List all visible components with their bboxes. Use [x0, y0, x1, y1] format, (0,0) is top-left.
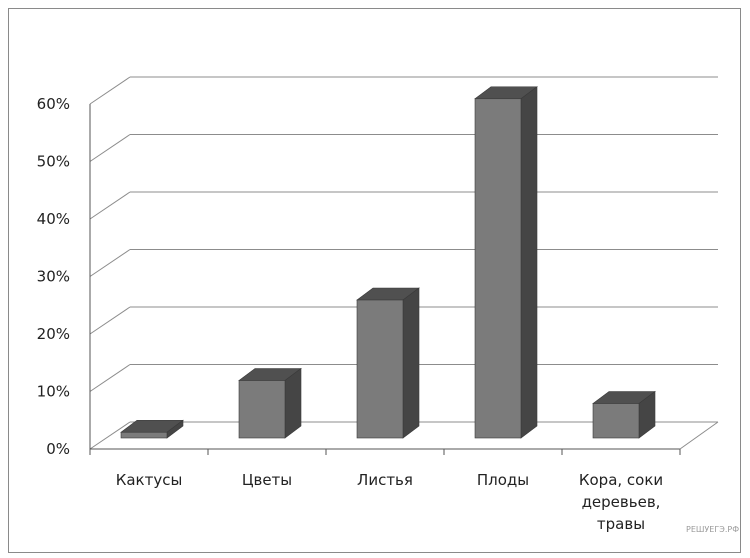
- bar-front-face: [238, 380, 286, 439]
- bar: [238, 367, 302, 439]
- gridline-depth: [89, 364, 131, 392]
- y-tick-label: 30%: [37, 268, 70, 286]
- category-label: травы: [597, 515, 645, 533]
- category-label: деревьев,: [582, 493, 661, 511]
- y-tick-label: 10%: [37, 383, 70, 401]
- y-tick-labels: 0% 10% 20% 30% 40% 50% 60%: [37, 95, 70, 458]
- bar-side-face: [284, 367, 302, 439]
- category-labels: Кактусы Цветы Листья Плоды Кора, соки деревье…: [116, 471, 663, 533]
- gridlines: [89, 76, 718, 450]
- category-label: Цветы: [242, 471, 292, 489]
- gridline-depth: [89, 306, 131, 335]
- y-tick-label: 60%: [37, 95, 70, 113]
- watermark: РЕШУЕГЭ.РФ: [686, 525, 739, 534]
- category-label: Кактусы: [116, 471, 183, 489]
- y-tick-label: 0%: [46, 440, 70, 458]
- chart-frame: [8, 8, 741, 553]
- bar-front-face: [592, 403, 640, 439]
- bar-front-face: [474, 98, 522, 439]
- gridline-depth: [89, 134, 131, 162]
- bar-front-face: [356, 299, 404, 439]
- bar: [474, 86, 538, 439]
- bar: [356, 287, 420, 439]
- gridline-depth: [89, 421, 131, 450]
- category-label: Листья: [357, 471, 413, 489]
- category-label: Кора, соки: [579, 471, 663, 489]
- bars: [120, 86, 656, 439]
- bar-front-face: [120, 431, 168, 439]
- floor-right-edge: [679, 421, 719, 450]
- bar-side-face: [520, 86, 538, 439]
- gridline-depth: [89, 249, 131, 277]
- bar: [592, 390, 656, 439]
- y-tick-label: 50%: [37, 153, 70, 171]
- bar-side-face: [402, 287, 420, 439]
- bar: [120, 419, 184, 439]
- category-label: Плоды: [477, 471, 529, 489]
- gridline-depth: [89, 191, 131, 220]
- gridline-depth: [89, 76, 131, 105]
- y-tick-label: 20%: [37, 325, 70, 343]
- y-tick-label: 40%: [37, 210, 70, 228]
